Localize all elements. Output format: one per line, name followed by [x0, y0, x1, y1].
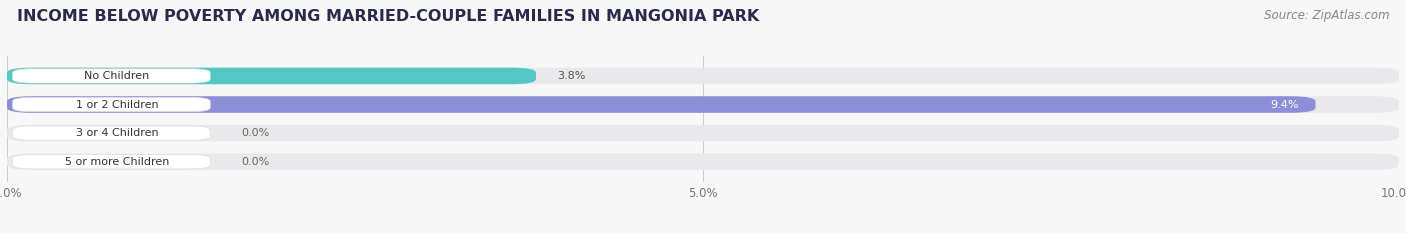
Text: INCOME BELOW POVERTY AMONG MARRIED-COUPLE FAMILIES IN MANGONIA PARK: INCOME BELOW POVERTY AMONG MARRIED-COUPL…	[17, 9, 759, 24]
Text: 3 or 4 Children: 3 or 4 Children	[76, 128, 159, 138]
Text: 1 or 2 Children: 1 or 2 Children	[76, 99, 159, 110]
FancyBboxPatch shape	[13, 126, 211, 140]
Text: 0.0%: 0.0%	[240, 128, 269, 138]
FancyBboxPatch shape	[7, 96, 1399, 113]
FancyBboxPatch shape	[13, 154, 211, 169]
FancyBboxPatch shape	[7, 68, 536, 84]
Text: 5 or more Children: 5 or more Children	[65, 157, 169, 167]
Text: 3.8%: 3.8%	[557, 71, 585, 81]
FancyBboxPatch shape	[13, 97, 211, 112]
FancyBboxPatch shape	[7, 96, 1316, 113]
Text: No Children: No Children	[84, 71, 149, 81]
FancyBboxPatch shape	[7, 125, 1399, 141]
FancyBboxPatch shape	[13, 69, 211, 83]
Text: 9.4%: 9.4%	[1270, 99, 1299, 110]
Text: 0.0%: 0.0%	[240, 157, 269, 167]
FancyBboxPatch shape	[7, 154, 1399, 170]
Text: Source: ZipAtlas.com: Source: ZipAtlas.com	[1264, 9, 1389, 22]
FancyBboxPatch shape	[7, 68, 1399, 84]
